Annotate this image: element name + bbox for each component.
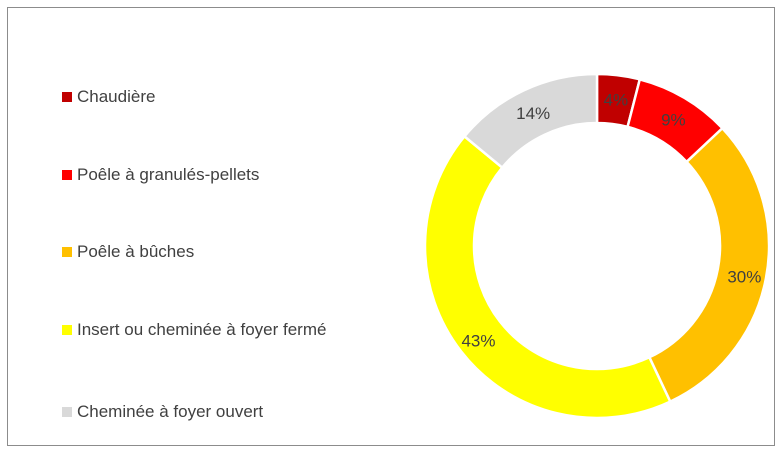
data-label: 30% <box>727 268 761 287</box>
legend-swatch <box>62 92 72 102</box>
data-label: 9% <box>661 110 686 129</box>
legend-label: Poêle à bûches <box>77 242 195 261</box>
legend-item: Poêle à granulés-pellets <box>62 161 362 188</box>
legend-label: Chaudière <box>77 87 156 106</box>
chart-frame <box>7 7 775 446</box>
donut-segment <box>423 134 672 420</box>
legend-swatch <box>62 170 72 180</box>
legend-label: Insert ou cheminée à foyer fermé <box>77 320 327 339</box>
legend-swatch <box>62 325 72 335</box>
data-label: 14% <box>516 104 550 123</box>
data-label: 4% <box>604 91 629 110</box>
legend-item: Cheminée à foyer ouvert <box>62 398 362 425</box>
legend-item: Chaudière <box>62 83 362 110</box>
legend-swatch <box>62 247 72 257</box>
data-label: 43% <box>461 331 495 350</box>
legend-label: Cheminée à foyer ouvert <box>77 402 264 421</box>
legend-item: Insert ou cheminée à foyer fermé <box>62 316 362 343</box>
donut-segment <box>462 72 599 170</box>
donut-segment <box>647 126 771 404</box>
legend-item: Poêle à bûches <box>62 238 362 265</box>
legend-label: Poêle à granulés-pellets <box>77 165 260 184</box>
legend-swatch <box>62 407 72 417</box>
